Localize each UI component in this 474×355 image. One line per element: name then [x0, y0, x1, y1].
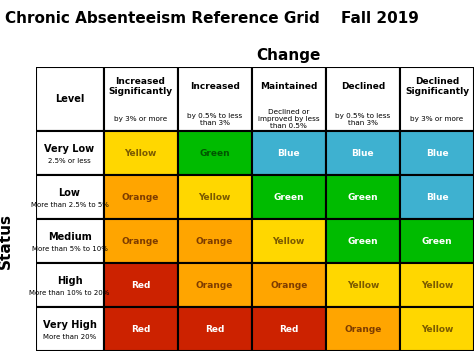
Bar	[326, 131, 400, 175]
Bar	[400, 263, 474, 307]
Text: Blue: Blue	[426, 193, 448, 202]
Text: Orange: Orange	[196, 237, 233, 246]
Text: 2.5% or less: 2.5% or less	[48, 158, 91, 164]
Text: by 3% or more: by 3% or more	[410, 116, 464, 122]
Text: Declined: Declined	[341, 82, 385, 91]
Text: Green: Green	[347, 193, 378, 202]
Bar	[178, 219, 252, 263]
Text: Declined
Significantly: Declined Significantly	[405, 77, 469, 96]
Text: Red: Red	[205, 325, 224, 334]
Bar	[178, 175, 252, 219]
Text: Yellow: Yellow	[421, 325, 453, 334]
Bar	[326, 219, 400, 263]
Text: Yellow: Yellow	[346, 281, 379, 290]
Text: Green: Green	[347, 237, 378, 246]
Text: Maintained: Maintained	[260, 82, 318, 91]
Text: by 0.5% to less
than 3%: by 0.5% to less than 3%	[187, 113, 242, 126]
Bar	[400, 307, 474, 351]
Bar	[326, 67, 400, 131]
Bar	[326, 175, 400, 219]
Text: Fall 2019: Fall 2019	[341, 11, 419, 26]
Text: by 0.5% to less
than 3%: by 0.5% to less than 3%	[335, 113, 391, 126]
Text: Orange: Orange	[122, 193, 159, 202]
Text: Orange: Orange	[270, 281, 308, 290]
Bar	[36, 131, 103, 175]
Text: Orange: Orange	[196, 281, 233, 290]
Text: Orange: Orange	[344, 325, 382, 334]
Bar	[252, 219, 326, 263]
Bar	[326, 263, 400, 307]
Bar	[178, 67, 252, 131]
Text: Level: Level	[55, 94, 84, 104]
Bar	[103, 67, 178, 131]
Bar	[400, 219, 474, 263]
Text: Increased
Significantly: Increased Significantly	[109, 77, 173, 96]
Text: Change: Change	[256, 48, 321, 63]
Text: by 3% or more: by 3% or more	[114, 116, 167, 122]
Text: Yellow: Yellow	[421, 281, 453, 290]
Text: Yellow: Yellow	[199, 193, 231, 202]
Text: Declined or
improved by less
than 0.5%: Declined or improved by less than 0.5%	[258, 109, 319, 129]
Text: More than 20%: More than 20%	[43, 334, 96, 340]
Text: Status: Status	[0, 213, 13, 269]
Text: Very Low: Very Low	[45, 144, 95, 154]
Text: Red: Red	[279, 325, 299, 334]
Text: Red: Red	[131, 281, 150, 290]
Text: Blue: Blue	[352, 149, 374, 158]
Bar	[252, 307, 326, 351]
Text: More than 10% to 20%: More than 10% to 20%	[29, 290, 109, 296]
Bar	[36, 219, 103, 263]
Text: Orange: Orange	[122, 237, 159, 246]
Bar	[326, 307, 400, 351]
Bar	[252, 131, 326, 175]
Text: Medium: Medium	[48, 232, 91, 242]
Bar	[252, 175, 326, 219]
Bar	[178, 307, 252, 351]
Text: Red: Red	[131, 325, 150, 334]
Bar	[103, 175, 178, 219]
Bar	[178, 131, 252, 175]
Text: Yellow: Yellow	[124, 149, 157, 158]
Bar	[103, 263, 178, 307]
Bar	[178, 263, 252, 307]
Bar	[400, 175, 474, 219]
Text: Increased: Increased	[190, 82, 239, 91]
Text: Green: Green	[200, 149, 230, 158]
Text: High: High	[57, 276, 82, 286]
Bar	[252, 67, 326, 131]
Text: Chronic Absenteeism Reference Grid: Chronic Absenteeism Reference Grid	[5, 11, 319, 26]
Text: Green: Green	[273, 193, 304, 202]
Text: Blue: Blue	[277, 149, 300, 158]
Text: Low: Low	[59, 188, 81, 198]
Bar	[400, 131, 474, 175]
Text: More than 5% to 10%: More than 5% to 10%	[32, 246, 108, 252]
Bar	[103, 307, 178, 351]
Text: Blue: Blue	[426, 149, 448, 158]
Bar	[400, 67, 474, 131]
Bar	[103, 219, 178, 263]
Text: Yellow: Yellow	[273, 237, 305, 246]
Bar	[252, 263, 326, 307]
Text: Very High: Very High	[43, 320, 97, 330]
Text: More than 2.5% to 5%: More than 2.5% to 5%	[31, 202, 109, 208]
Bar	[36, 307, 103, 351]
Bar	[103, 131, 178, 175]
Bar	[36, 67, 103, 131]
Text: Green: Green	[422, 237, 452, 246]
Bar	[36, 263, 103, 307]
Bar	[36, 175, 103, 219]
